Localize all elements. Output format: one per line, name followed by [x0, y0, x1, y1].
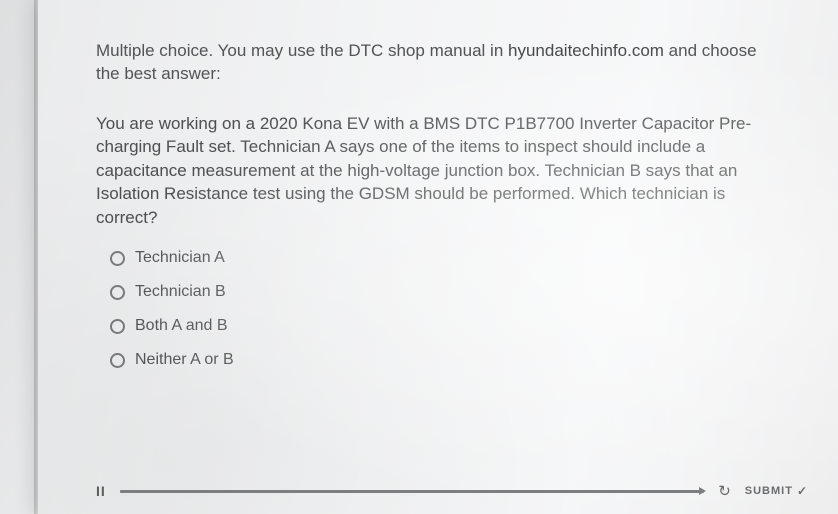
- options-group: Technician A Technician B Both A and B N…: [96, 249, 780, 369]
- radio-icon: [110, 353, 125, 368]
- check-icon: ✓: [797, 484, 808, 498]
- instructions-domain: hyundaitechinfo.com: [508, 41, 664, 60]
- refresh-button[interactable]: ↻: [718, 482, 731, 500]
- radio-icon: [110, 319, 125, 334]
- question-sheet: Multiple choice. You may use the DTC sho…: [38, 0, 838, 514]
- option-a[interactable]: Technician A: [110, 249, 780, 267]
- instructions-prefix: Multiple choice. You may use the DTC sho…: [96, 41, 508, 60]
- submit-label: SUBMIT: [745, 485, 793, 497]
- option-d[interactable]: Neither A or B: [110, 351, 780, 369]
- submit-button[interactable]: SUBMIT ✓: [745, 484, 808, 498]
- option-b[interactable]: Technician B: [110, 283, 780, 301]
- pause-button[interactable]: II: [96, 483, 106, 499]
- option-label: Both A and B: [135, 317, 228, 335]
- option-c[interactable]: Both A and B: [110, 317, 780, 335]
- question-text: You are working on a 2020 Kona EV with a…: [96, 112, 780, 229]
- progress-track[interactable]: [120, 490, 704, 493]
- footer-bar: II ↻ SUBMIT ✓: [96, 482, 808, 500]
- radio-icon: [110, 285, 125, 300]
- instructions-text: Multiple choice. You may use the DTC sho…: [96, 40, 780, 86]
- option-label: Technician B: [135, 283, 226, 301]
- radio-icon: [110, 251, 125, 266]
- option-label: Technician A: [135, 249, 225, 267]
- option-label: Neither A or B: [135, 351, 234, 369]
